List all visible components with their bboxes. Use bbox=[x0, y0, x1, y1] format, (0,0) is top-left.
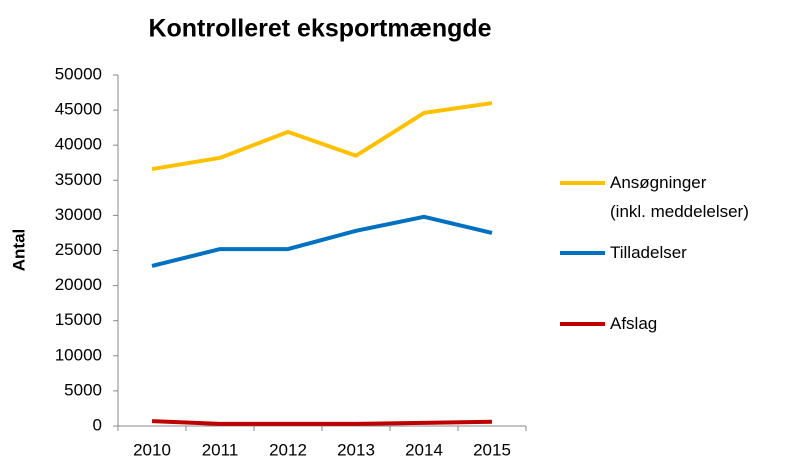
y-tick-label: 25000 bbox=[55, 240, 102, 259]
chart-title: Kontrolleret eksportmængde bbox=[148, 15, 491, 43]
legend-label: Afslag bbox=[610, 314, 658, 333]
y-tick-label: 40000 bbox=[55, 135, 102, 154]
y-tick-label: 20000 bbox=[55, 275, 102, 294]
y-tick-label: 50000 bbox=[55, 64, 102, 83]
y-tick-label: 30000 bbox=[55, 205, 102, 224]
y-tick-label: 10000 bbox=[55, 345, 102, 364]
x-tick-label: 2013 bbox=[337, 440, 375, 459]
y-tick-label: 15000 bbox=[55, 310, 102, 329]
legend-label: Tilladelser bbox=[610, 243, 687, 262]
x-tick-label: 2010 bbox=[133, 440, 171, 459]
series-line bbox=[151, 101, 493, 172]
y-tick-label: 45000 bbox=[55, 100, 102, 119]
y-tick-label: 5000 bbox=[64, 380, 102, 399]
y-tick-label: 35000 bbox=[55, 170, 102, 189]
series-line bbox=[151, 214, 493, 268]
x-tick-label: 2011 bbox=[202, 440, 239, 459]
legend-label: Ansøgninger (inkl. meddelelser) bbox=[610, 173, 749, 221]
x-tick-label: 2012 bbox=[269, 440, 307, 459]
y-axis-label: Antal bbox=[9, 229, 28, 272]
series-line bbox=[151, 419, 493, 426]
y-tick-label: 0 bbox=[93, 415, 102, 434]
x-tick-label: 2015 bbox=[473, 440, 511, 459]
x-tick-label: 2014 bbox=[405, 440, 443, 459]
